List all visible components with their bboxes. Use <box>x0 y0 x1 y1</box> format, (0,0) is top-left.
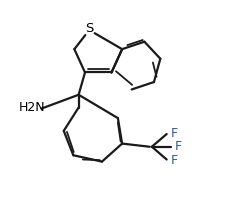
Text: F: F <box>171 154 178 167</box>
Text: F: F <box>175 140 182 153</box>
Text: S: S <box>85 23 93 35</box>
Text: H2N: H2N <box>19 101 45 114</box>
Text: F: F <box>171 127 178 140</box>
